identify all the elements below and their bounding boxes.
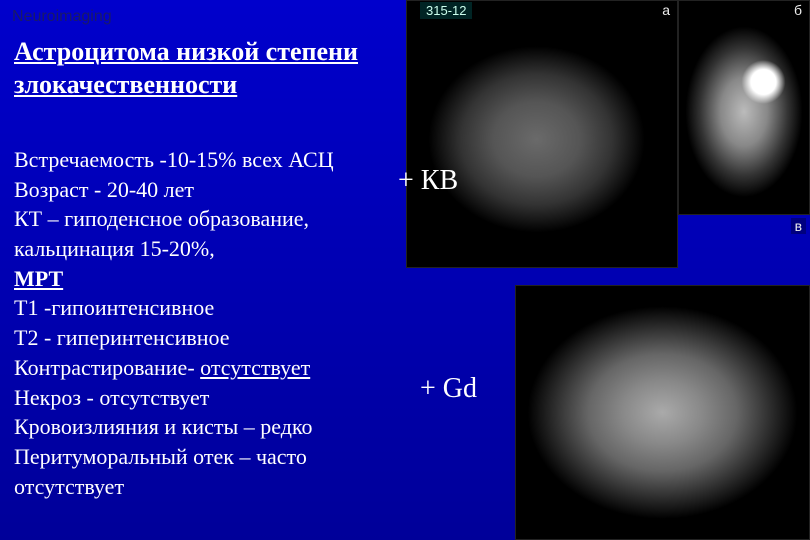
page-title: Астроцитома низкой степени злокачественн… [14, 36, 384, 101]
line-edema2: отсутствует [14, 472, 334, 502]
panel-label-b: б [790, 2, 806, 18]
scan-panel-t2 [678, 0, 810, 215]
brain-scan-t2-image [679, 1, 809, 214]
overlay-label-gd: + Gd [420, 373, 477, 405]
line-contrast: Контрастирование- отсутствует [14, 353, 334, 383]
panel-label-c: в [791, 218, 806, 234]
line-age: Возраст - 20-40 лет [14, 175, 334, 205]
header-small: Neuroimaging [12, 8, 112, 26]
line-mrt-heading: МРТ [14, 264, 334, 294]
scan-id-label: 315-12 [420, 2, 472, 19]
line-ct2: кальцинация 15-20%, [14, 234, 334, 264]
line-incidence: Встречаемость -10-15% всех АСЦ [14, 145, 334, 175]
scan-panel-ct [406, 0, 678, 268]
overlay-label-kv: + КВ [398, 165, 458, 197]
scan-panel-t1gd [515, 285, 810, 540]
panel-label-a: а [658, 2, 674, 18]
body-text: Встречаемость -10-15% всех АСЦ Возраст -… [14, 145, 334, 501]
line-t1: Т1 -гипоинтенсивное [14, 293, 334, 323]
line-necrosis: Некроз - отсутствует [14, 383, 334, 413]
brain-scan-ct-image [407, 1, 677, 267]
line-t2: Т2 - гиперинтенсивное [14, 323, 334, 353]
line-ct1: КТ – гиподенсное образование, [14, 204, 334, 234]
line-hemorrhage: Кровоизлияния и кисты – редко [14, 412, 334, 442]
line-contrast-value: отсутствует [200, 355, 310, 380]
line-edema1: Перитуморальный отек – часто [14, 442, 334, 472]
line-contrast-prefix: Контрастирование- [14, 355, 200, 380]
brain-scan-t1gd-image [516, 286, 809, 539]
